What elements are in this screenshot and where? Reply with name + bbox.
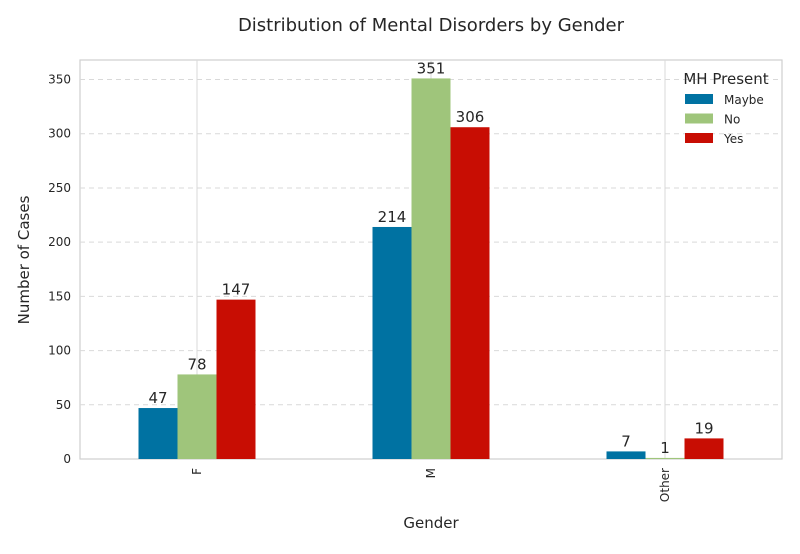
y-axis-label: Number of Cases [15, 195, 33, 324]
bar-maybe-m [372, 226, 412, 459]
y-tick-label: 100 [48, 344, 71, 358]
legend-title: MH Present [683, 70, 768, 88]
x-tick-label: Other [658, 468, 672, 502]
y-tick-label: 300 [48, 127, 71, 141]
data-label: 214 [378, 208, 407, 226]
bar-yes-f [216, 299, 256, 459]
data-label: 47 [148, 389, 167, 407]
y-tick-label: 0 [63, 452, 71, 466]
legend: MH Present Maybe No Yes [683, 70, 768, 146]
data-label: 19 [694, 419, 713, 437]
data-label: 306 [456, 108, 485, 126]
bar-yes-other [684, 438, 724, 459]
bar-yes-m [450, 127, 490, 459]
y-tick-label: 150 [48, 289, 71, 303]
legend-swatch [685, 113, 713, 124]
legend-swatch [685, 94, 713, 104]
y-tick-label: 350 [48, 73, 71, 87]
y-tick-label: 200 [48, 235, 71, 249]
legend-label: Maybe [724, 93, 764, 107]
bar-no-other [645, 457, 685, 459]
data-label: 351 [417, 59, 446, 77]
chart-title: Distribution of Mental Disorders by Gend… [238, 15, 625, 36]
x-axis-label: Gender [403, 514, 459, 532]
legend-label: No [724, 113, 740, 127]
x-tick-label: F [190, 468, 204, 475]
x-axis-ticks: F M Other [190, 468, 672, 502]
data-label: 147 [222, 281, 251, 299]
y-axis-ticks: 0 50 100 150 200 250 300 350 [48, 73, 71, 466]
bar-no-f [177, 374, 217, 459]
data-labels-layer: 47 78 147 214 351 306 7 1 19 [148, 59, 713, 456]
x-tick-label: M [424, 468, 438, 478]
y-tick-label: 50 [56, 398, 71, 412]
y-tick-label: 250 [48, 181, 71, 195]
data-label: 78 [187, 355, 206, 373]
data-label: 7 [621, 432, 631, 450]
bar-no-m [411, 78, 451, 459]
bar-maybe-other [606, 451, 646, 459]
bar-maybe-f [138, 408, 178, 459]
legend-label: Yes [723, 132, 743, 146]
data-label: 1 [660, 439, 670, 457]
legend-swatch [685, 133, 713, 143]
legend-items: Maybe No Yes [685, 93, 764, 146]
bars-layer [138, 78, 724, 459]
